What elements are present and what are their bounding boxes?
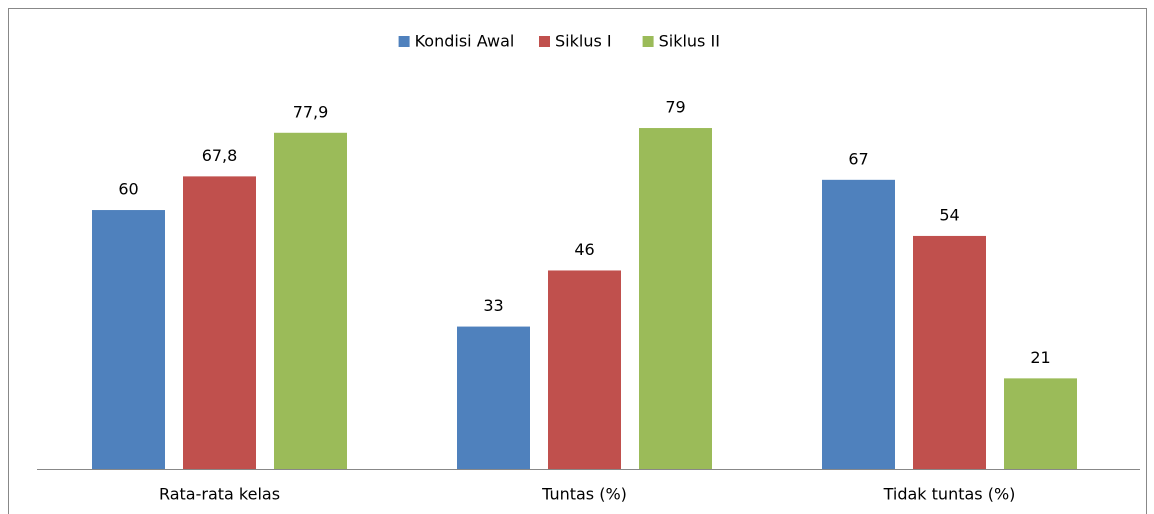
data-label: 54	[939, 205, 959, 224]
legend-label: Siklus II	[659, 32, 720, 51]
data-label: 46	[574, 240, 594, 259]
data-label: 79	[665, 98, 685, 117]
legend-label: Siklus I	[555, 32, 612, 51]
bar	[913, 235, 986, 469]
data-label: 77,9	[293, 102, 329, 121]
x-tick-label: Tidak tuntas (%)	[883, 485, 1016, 504]
data-label: 67,8	[202, 146, 238, 165]
data-label: 33	[483, 296, 503, 315]
x-tick-label: Rata-rata kelas	[159, 485, 280, 504]
bar	[548, 270, 621, 469]
bar	[457, 326, 530, 469]
x-tick-label: Tuntas (%)	[541, 485, 627, 504]
legend-label: Kondisi Awal	[415, 32, 515, 51]
data-label: 60	[118, 180, 138, 199]
bar	[822, 179, 895, 469]
bar	[274, 132, 347, 469]
legend-swatch	[539, 36, 550, 47]
legend-swatch	[642, 36, 654, 47]
bar	[639, 128, 712, 469]
bar	[92, 210, 165, 470]
legend-swatch	[398, 36, 410, 47]
data-label: 67	[848, 149, 868, 168]
data-label: 21	[1030, 348, 1050, 367]
bar	[1004, 378, 1077, 469]
bar	[183, 176, 256, 470]
